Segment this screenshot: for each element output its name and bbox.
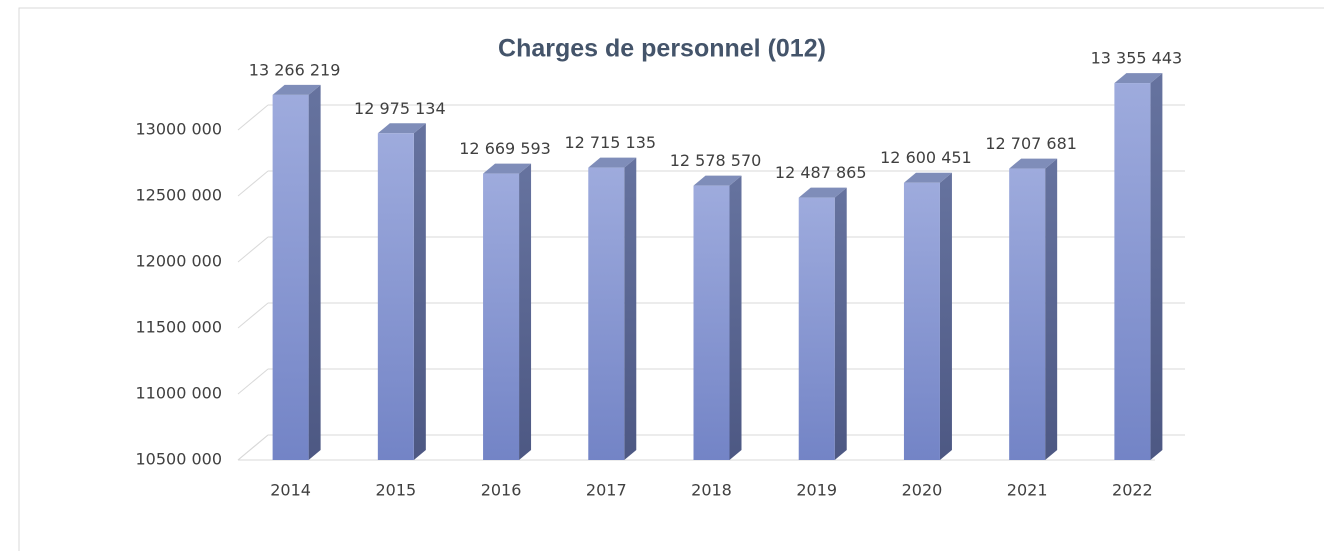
data-label: 12 669 593	[459, 139, 551, 158]
bar	[272, 94, 309, 460]
bar	[588, 167, 625, 460]
x-tick-label: 2017	[586, 481, 627, 500]
bar-side	[308, 84, 321, 460]
x-tick-label: 2018	[691, 481, 732, 500]
grid-diagonal	[237, 170, 269, 197]
y-tick-label: 12500 000	[135, 186, 222, 205]
y-tick-label: 13000 000	[135, 120, 222, 139]
bar-side	[519, 163, 532, 461]
bar	[483, 173, 520, 461]
bar-side	[939, 172, 952, 460]
data-label: 12 487 865	[775, 163, 867, 182]
data-label: 13 355 443	[1091, 49, 1183, 68]
x-tick-label: 2021	[1007, 481, 1048, 500]
y-tick-label: 12000 000	[135, 252, 222, 271]
bar-top	[1114, 73, 1163, 84]
data-label: 12 715 135	[564, 133, 656, 152]
data-label: 12 600 451	[880, 148, 972, 167]
bar-side	[729, 175, 742, 460]
data-label: 13 266 219	[249, 60, 341, 79]
x-tick-label: 2020	[902, 481, 943, 500]
bar	[1114, 83, 1151, 460]
x-tick-label: 2019	[796, 481, 837, 500]
y-tick-label: 11000 000	[135, 384, 222, 403]
bar	[903, 182, 940, 460]
data-label: 12 707 681	[985, 134, 1077, 153]
bar-top	[483, 163, 532, 174]
bar-top	[272, 84, 321, 95]
bar-side	[624, 157, 637, 460]
bar-top	[798, 187, 847, 198]
bar-side	[1045, 158, 1058, 460]
grid-diagonal	[237, 368, 269, 395]
x-tick-label: 2015	[375, 481, 416, 500]
bar-side	[834, 187, 847, 461]
data-label: 12 975 134	[354, 99, 446, 118]
bar-side	[1150, 73, 1163, 460]
x-tick-label: 2014	[270, 481, 311, 500]
bar-top	[1009, 158, 1058, 169]
bar-top	[377, 123, 426, 134]
chart-title: Charges de personnel (012)	[498, 35, 826, 63]
y-tick-label: 11500 000	[135, 318, 222, 337]
grid-diagonal	[237, 104, 269, 131]
bar	[1009, 168, 1046, 460]
y-tick-label: 10500 000	[135, 450, 222, 469]
bar	[693, 185, 730, 460]
bar-top	[588, 157, 637, 168]
bar	[377, 133, 414, 460]
grid-diagonal	[237, 236, 269, 263]
data-label: 12 578 570	[670, 151, 762, 170]
grid-diagonal	[237, 434, 269, 461]
bar-top	[693, 175, 742, 186]
bar-top	[903, 172, 952, 183]
chart-border	[18, 7, 1324, 551]
bar-side	[413, 123, 426, 460]
x-tick-label: 2016	[481, 481, 522, 500]
grid-diagonal	[237, 302, 269, 329]
bar	[798, 197, 835, 461]
x-tick-label: 2022	[1112, 481, 1153, 500]
